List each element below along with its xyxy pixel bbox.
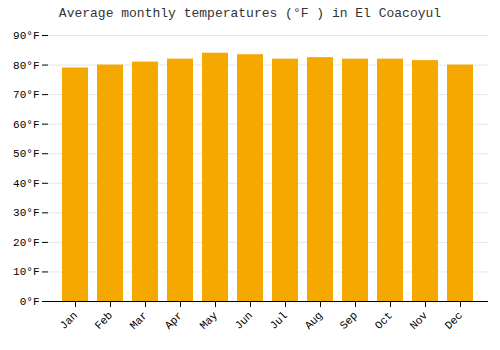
svg-text:10°F: 10°F bbox=[13, 266, 39, 278]
svg-text:30°F: 30°F bbox=[13, 207, 39, 219]
svg-text:May: May bbox=[198, 309, 221, 332]
svg-text:80°F: 80°F bbox=[13, 60, 39, 72]
svg-text:Nov: Nov bbox=[408, 309, 431, 332]
svg-text:90°F: 90°F bbox=[13, 30, 39, 42]
html-text:Average monthly temperatures (: Average monthly temperatures (°F ) in El… bbox=[58, 6, 442, 21]
svg-text:Jan: Jan bbox=[58, 309, 80, 331]
svg-text:50°F: 50°F bbox=[13, 148, 39, 160]
svg-text:Sep: Sep bbox=[338, 309, 360, 331]
svg-text:Apr: Apr bbox=[163, 309, 185, 331]
svg-text:20°F: 20°F bbox=[13, 237, 39, 249]
svg-text:0°F: 0°F bbox=[20, 296, 40, 308]
svg-text:Oct: Oct bbox=[373, 309, 395, 331]
svg-text:Jun: Jun bbox=[233, 309, 255, 331]
svg-text:40°F: 40°F bbox=[13, 178, 39, 190]
svg-text:60°F: 60°F bbox=[13, 119, 39, 131]
svg-text:Dec: Dec bbox=[443, 309, 465, 331]
svg-text:Jul: Jul bbox=[268, 309, 290, 331]
svg-text:Mar: Mar bbox=[128, 309, 150, 331]
svg-text:Aug: Aug bbox=[303, 309, 325, 331]
svg-text:70°F: 70°F bbox=[13, 89, 39, 101]
svg-text:Feb: Feb bbox=[93, 309, 115, 331]
